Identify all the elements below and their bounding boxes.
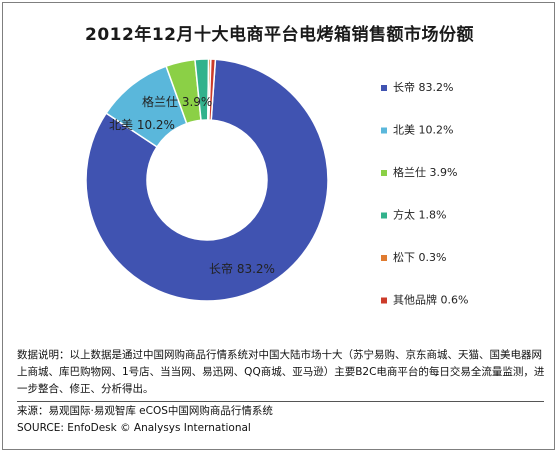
legend-label-1: 北美 10.2% xyxy=(393,124,453,137)
source-line: 来源：易观国际·易观智库 eCOS中国网购商品行情系统 xyxy=(17,405,273,417)
data-label-0: 长帝 83.2% xyxy=(209,261,275,276)
source-en: SOURCE: EnfoDesk © Analysys Internationa… xyxy=(17,422,251,434)
legend-label-0: 长帝 83.2% xyxy=(393,80,453,94)
legend-swatch-0 xyxy=(381,85,387,91)
data-label-2: 格兰仕 3.9% xyxy=(142,94,212,109)
donut-chart: 长帝 83.2% 北美 10.2% 格兰仕 3.9% 长帝 83.2% 北美 10.2… xyxy=(85,58,468,307)
legend-label-3: 方太 1.8% xyxy=(393,208,446,222)
slice-5 xyxy=(208,58,217,121)
chart-title: 2012年12月十大电商平台电烤箱销售额市场份额 xyxy=(85,25,474,45)
legend-label-5: 其他品牌 0.6% xyxy=(393,293,468,307)
data-notes: 数据说明：以上数据是通过中国网购商品行情系统对中国大陆市场十大（苏宁易购、京东商… xyxy=(17,349,545,395)
legend-label-4: 松下 0.3% xyxy=(393,250,446,264)
footer-divider xyxy=(17,401,544,402)
legend-swatch-1 xyxy=(381,127,387,134)
legend-swatch-3 xyxy=(381,212,387,219)
legend-label-2: 格兰仕 3.9% xyxy=(393,165,457,179)
chart-frame: 2012年12月十大电商平台电烤箱销售额市场份额 长帝 83.2% 北美 10.2… xyxy=(2,2,555,450)
slice-0 xyxy=(85,58,329,302)
legend-swatch-2 xyxy=(381,170,387,176)
legend-swatch-4 xyxy=(381,255,387,261)
data-label-1: 北美 10.2% xyxy=(109,118,175,132)
legend-swatch-5 xyxy=(381,297,387,304)
source-footer: 来源：易观国际·易观智库 eCOS中国网购商品行情系统 SOURCE: Enfo… xyxy=(17,403,545,437)
